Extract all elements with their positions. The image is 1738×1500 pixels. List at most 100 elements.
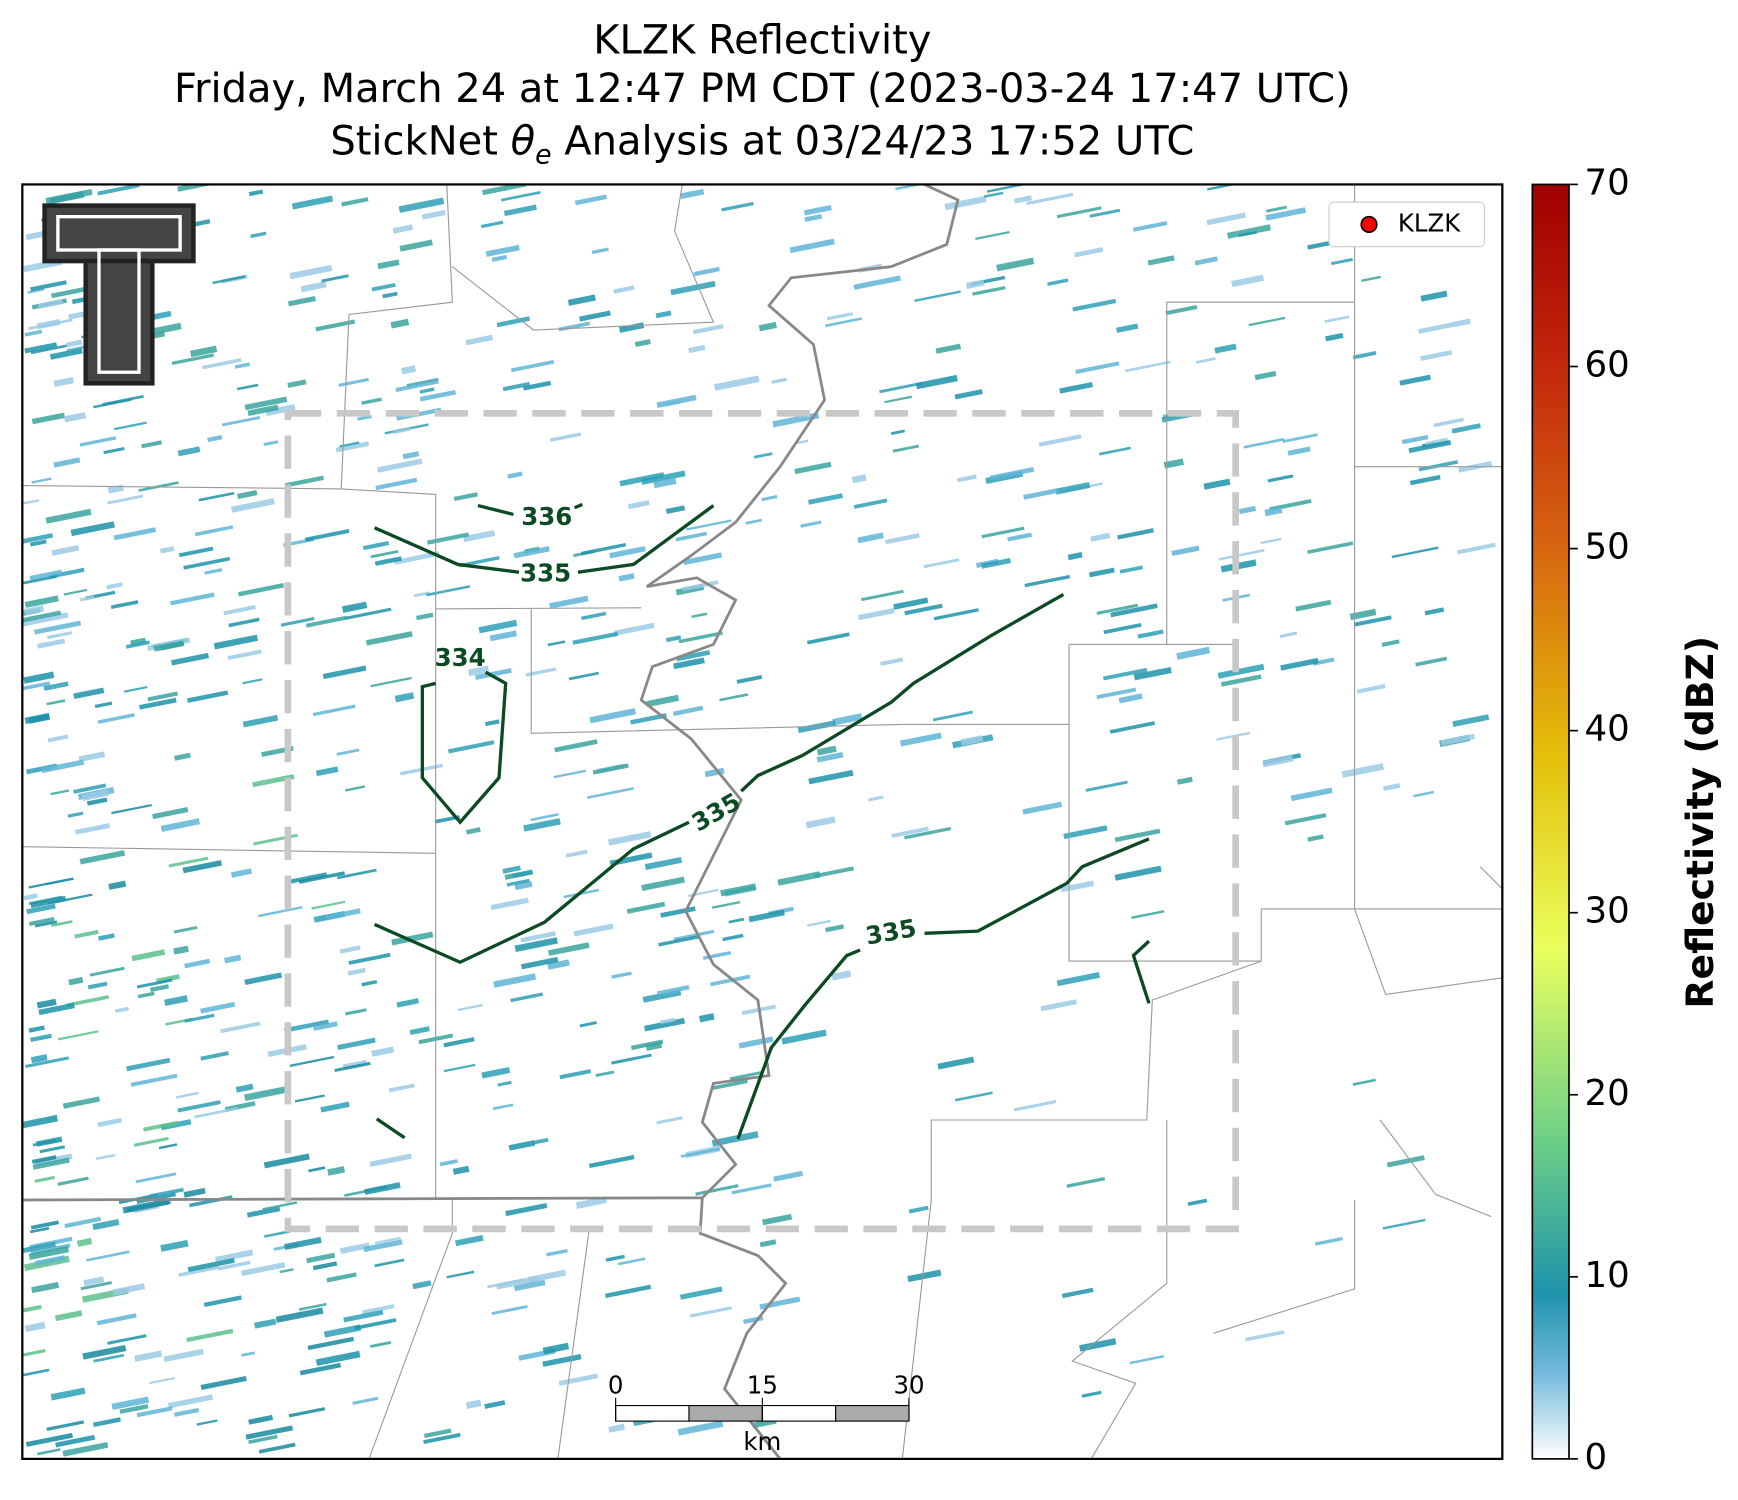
echo bbox=[159, 546, 175, 554]
echo bbox=[46, 631, 73, 640]
echo bbox=[1314, 1236, 1343, 1246]
echo bbox=[135, 1172, 177, 1184]
echo bbox=[41, 759, 85, 774]
echo bbox=[1007, 532, 1033, 542]
echo bbox=[171, 652, 210, 666]
echo bbox=[34, 1175, 55, 1183]
echo bbox=[759, 1296, 801, 1310]
echo bbox=[388, 1083, 415, 1093]
echo bbox=[506, 878, 530, 887]
echo bbox=[43, 681, 69, 691]
echo bbox=[688, 344, 706, 354]
echo bbox=[83, 1276, 105, 1287]
echo bbox=[1279, 631, 1298, 639]
echo bbox=[34, 1255, 66, 1266]
echo bbox=[1287, 446, 1311, 456]
echo bbox=[413, 591, 430, 598]
echo bbox=[773, 1170, 804, 1182]
echo bbox=[1231, 274, 1265, 288]
echo bbox=[568, 671, 600, 681]
echo bbox=[363, 1239, 403, 1253]
echo bbox=[485, 244, 520, 257]
echo bbox=[935, 343, 962, 354]
echo bbox=[608, 1423, 625, 1433]
echo bbox=[738, 1036, 774, 1049]
echo bbox=[581, 611, 607, 621]
echo bbox=[89, 966, 125, 977]
echo bbox=[200, 1051, 229, 1061]
echo bbox=[1056, 206, 1102, 219]
echo bbox=[53, 377, 74, 387]
echo bbox=[370, 550, 399, 559]
logo bbox=[42, 203, 196, 386]
echo bbox=[447, 740, 495, 754]
echo bbox=[762, 1213, 793, 1226]
echo bbox=[1060, 880, 1095, 893]
echo bbox=[547, 959, 570, 970]
echo bbox=[803, 205, 832, 216]
echo bbox=[493, 973, 537, 988]
echo bbox=[46, 1420, 85, 1431]
echo bbox=[288, 1407, 326, 1418]
echo bbox=[884, 395, 913, 404]
echo bbox=[103, 446, 125, 455]
echo bbox=[280, 616, 315, 627]
echo bbox=[693, 266, 720, 277]
echo bbox=[150, 984, 170, 992]
echo bbox=[37, 298, 64, 309]
echo bbox=[412, 1280, 432, 1290]
echo bbox=[816, 751, 844, 763]
echo bbox=[520, 956, 559, 970]
echo bbox=[133, 1204, 160, 1214]
echo bbox=[890, 429, 906, 435]
echo bbox=[244, 1086, 287, 1102]
echo bbox=[348, 952, 391, 965]
echo bbox=[1254, 370, 1277, 381]
echo bbox=[1131, 910, 1165, 920]
echo bbox=[163, 1348, 204, 1363]
echo bbox=[107, 1334, 147, 1345]
echo bbox=[656, 394, 697, 408]
echo bbox=[513, 546, 550, 559]
echo bbox=[337, 1037, 376, 1051]
echo bbox=[240, 1262, 286, 1277]
echo bbox=[745, 518, 763, 525]
echo bbox=[392, 224, 413, 234]
echo bbox=[394, 692, 415, 703]
echo bbox=[1352, 350, 1377, 360]
river bbox=[22, 184, 960, 1459]
echo bbox=[194, 1107, 238, 1119]
echo bbox=[965, 279, 985, 289]
analysis-title: StickNet θe Analysis at 03/24/23 17:52 U… bbox=[330, 118, 1194, 170]
echo bbox=[480, 220, 504, 229]
echo bbox=[230, 498, 275, 513]
echo bbox=[899, 732, 942, 747]
echo bbox=[30, 280, 67, 292]
echo bbox=[675, 584, 705, 596]
echo bbox=[1262, 755, 1294, 768]
echo bbox=[79, 436, 117, 447]
echo bbox=[512, 870, 533, 878]
echo bbox=[761, 495, 778, 502]
echo bbox=[720, 883, 757, 897]
echo bbox=[880, 657, 904, 666]
echo bbox=[241, 1351, 256, 1357]
theta: θ bbox=[511, 118, 535, 164]
echo bbox=[711, 1079, 748, 1091]
echo bbox=[114, 421, 147, 431]
echo bbox=[1243, 437, 1285, 449]
echo bbox=[92, 1218, 120, 1231]
echo bbox=[254, 1318, 277, 1329]
echo bbox=[1176, 646, 1211, 660]
echo bbox=[510, 992, 544, 1003]
echo bbox=[1401, 434, 1429, 445]
echo bbox=[500, 190, 541, 202]
echo bbox=[136, 978, 173, 989]
echo bbox=[111, 803, 152, 815]
echo bbox=[315, 766, 339, 777]
echo bbox=[1386, 1155, 1425, 1168]
echo bbox=[484, 1400, 506, 1409]
echo bbox=[250, 231, 267, 239]
echo bbox=[409, 1026, 430, 1035]
